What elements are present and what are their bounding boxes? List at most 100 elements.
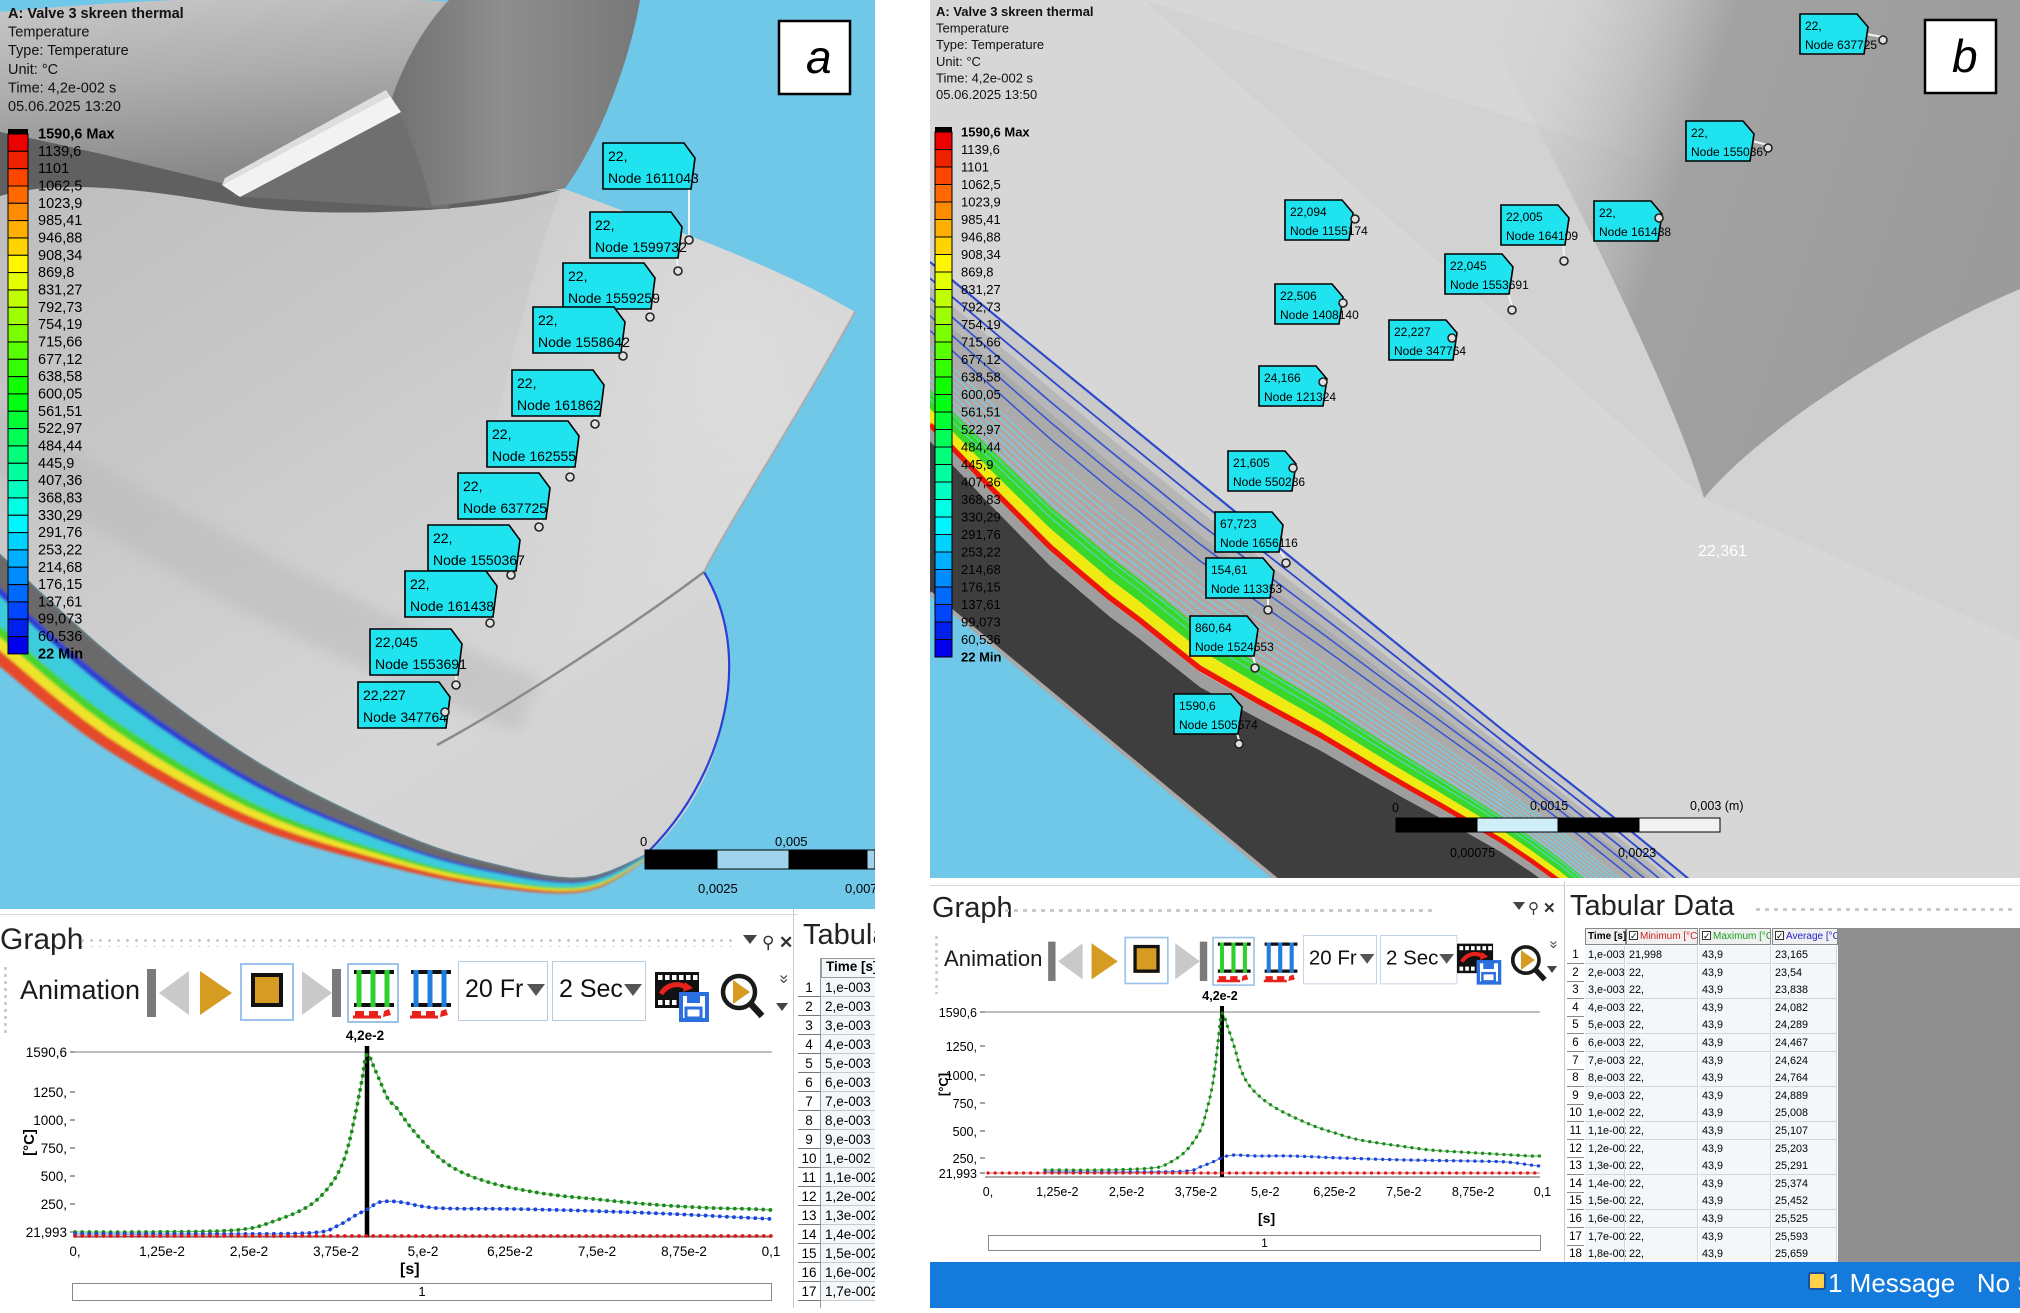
svg-text:22,: 22, (492, 426, 511, 442)
svg-text:Node 1550367: Node 1550367 (1691, 145, 1770, 159)
svg-text:869,8: 869,8 (961, 265, 994, 280)
svg-text:638,58: 638,58 (961, 370, 1001, 385)
svg-text:22,094: 22,094 (1290, 205, 1327, 219)
svg-text:407,36: 407,36 (961, 475, 1001, 490)
svg-text:Node 164109: Node 164109 (1506, 229, 1578, 243)
svg-text:Node 550286: Node 550286 (1233, 475, 1305, 489)
svg-text:368,83: 368,83 (38, 490, 82, 506)
svg-text:21,605: 21,605 (1233, 456, 1270, 470)
svg-text:Node 347764: Node 347764 (363, 709, 447, 725)
svg-text:908,34: 908,34 (38, 248, 82, 264)
svg-text:Node 1408140: Node 1408140 (1280, 308, 1359, 322)
svg-text:Time: 4,2e-002 s: Time: 4,2e-002 s (8, 80, 116, 96)
svg-text:22,506: 22,506 (1280, 289, 1317, 303)
svg-text:677,12: 677,12 (38, 352, 82, 368)
svg-text:22,361: 22,361 (1698, 543, 1747, 560)
svg-text:522,97: 522,97 (38, 421, 82, 437)
svg-text:1139,6: 1139,6 (38, 144, 81, 160)
svg-text:21,993: 21,993 (939, 1167, 977, 1181)
svg-text:445,9: 445,9 (38, 456, 74, 472)
svg-text:561,51: 561,51 (961, 405, 1001, 420)
svg-text:5,e-2: 5,e-2 (1251, 1185, 1280, 1199)
svg-text:21,993: 21,993 (26, 1225, 67, 1240)
svg-text:407,36: 407,36 (38, 473, 82, 489)
svg-text:1,25e-2: 1,25e-2 (1036, 1185, 1078, 1199)
svg-text:154,61: 154,61 (1211, 563, 1248, 577)
svg-text:Temperature: Temperature (8, 25, 89, 41)
svg-text:A: Valve 3 skreen thermal: A: Valve 3 skreen thermal (8, 6, 184, 22)
svg-text:0,0075: 0,0075 (845, 881, 875, 896)
svg-text:4,2e-2: 4,2e-2 (1202, 989, 1237, 1003)
svg-text:330,29: 330,29 (961, 510, 1001, 525)
svg-text:Node 113353: Node 113353 (1211, 582, 1283, 596)
svg-text:Node 1559259: Node 1559259 (568, 290, 660, 306)
svg-text:22,: 22, (1599, 206, 1616, 220)
svg-text:99,073: 99,073 (961, 615, 1001, 630)
svg-text:0: 0 (1392, 801, 1399, 815)
svg-text:Node 161438: Node 161438 (410, 598, 494, 614)
svg-text:500,: 500, (953, 1125, 977, 1139)
svg-text:0,: 0, (69, 1244, 80, 1259)
svg-text:0,0025: 0,0025 (698, 881, 738, 896)
svg-text:368,83: 368,83 (961, 492, 1001, 507)
svg-text:7,5e-2: 7,5e-2 (578, 1244, 616, 1259)
svg-text:137,61: 137,61 (38, 594, 82, 610)
svg-text:Node 347764: Node 347764 (1394, 344, 1466, 358)
svg-text:22,: 22, (517, 375, 536, 391)
svg-text:792,73: 792,73 (961, 300, 1001, 315)
svg-text:0,1: 0,1 (1534, 1185, 1551, 1199)
svg-text:1000,: 1000, (33, 1113, 67, 1128)
svg-text:1139,6: 1139,6 (961, 142, 1000, 157)
svg-text:831,27: 831,27 (961, 282, 1001, 297)
svg-text:22,: 22, (1691, 126, 1708, 140)
svg-text:445,9: 445,9 (961, 457, 994, 472)
svg-text:869,8: 869,8 (38, 265, 74, 281)
svg-text:484,44: 484,44 (961, 440, 1001, 455)
svg-text:291,76: 291,76 (961, 527, 1001, 542)
svg-text:Node 1550367: Node 1550367 (433, 552, 525, 568)
svg-text:985,41: 985,41 (38, 213, 82, 229)
svg-text:1023,9: 1023,9 (38, 196, 82, 212)
svg-text:22,227: 22,227 (1394, 325, 1431, 339)
svg-text:522,97: 522,97 (961, 422, 1001, 437)
svg-text:3,75e-2: 3,75e-2 (1175, 1185, 1217, 1199)
svg-text:754,19: 754,19 (961, 317, 1001, 332)
svg-text:484,44: 484,44 (38, 438, 82, 454)
svg-text:1062,5: 1062,5 (961, 177, 1001, 192)
svg-text:500,: 500, (41, 1169, 67, 1184)
svg-text:1023,9: 1023,9 (961, 195, 1001, 210)
svg-text:250,: 250, (41, 1197, 67, 1212)
svg-text:22,: 22, (463, 478, 482, 494)
svg-text:5,e-2: 5,e-2 (408, 1244, 439, 1259)
svg-text:946,88: 946,88 (38, 231, 82, 247)
svg-text:677,12: 677,12 (961, 352, 1001, 367)
svg-text:Node 161862: Node 161862 (517, 397, 601, 413)
svg-text:Type: Temperature: Type: Temperature (8, 43, 129, 59)
svg-text:22,: 22, (433, 530, 452, 546)
svg-text:1062,5: 1062,5 (38, 179, 82, 195)
svg-text:750,: 750, (953, 1097, 977, 1111)
svg-text:Unit: °C: Unit: °C (936, 54, 981, 69)
svg-text:1,25e-2: 1,25e-2 (139, 1244, 185, 1259)
svg-text:330,29: 330,29 (38, 508, 82, 524)
svg-text:0: 0 (640, 834, 647, 849)
svg-text:1250,: 1250, (33, 1085, 67, 1100)
svg-text:253,22: 253,22 (38, 542, 82, 558)
svg-text:Node 1599732: Node 1599732 (595, 239, 687, 255)
svg-text:Node 1558642: Node 1558642 (538, 334, 630, 350)
svg-text:4,2e-2: 4,2e-2 (346, 1028, 384, 1043)
svg-text:1101: 1101 (38, 161, 69, 177)
svg-text:05.06.2025 13:20: 05.06.2025 13:20 (8, 99, 121, 115)
svg-text:Node 161438: Node 161438 (1599, 225, 1671, 239)
svg-text:792,73: 792,73 (38, 300, 82, 316)
svg-text:561,51: 561,51 (38, 404, 82, 420)
svg-text:22,: 22, (595, 217, 614, 233)
svg-text:1590,6 Max: 1590,6 Max (38, 127, 115, 143)
svg-text:24,166: 24,166 (1264, 371, 1301, 385)
svg-text:Node 162555: Node 162555 (492, 448, 576, 464)
svg-text:Node 1553691: Node 1553691 (375, 656, 467, 672)
svg-text:6,25e-2: 6,25e-2 (1313, 1185, 1355, 1199)
svg-text:831,27: 831,27 (38, 283, 82, 299)
svg-text:946,88: 946,88 (961, 230, 1001, 245)
svg-text:a: a (806, 31, 832, 83)
